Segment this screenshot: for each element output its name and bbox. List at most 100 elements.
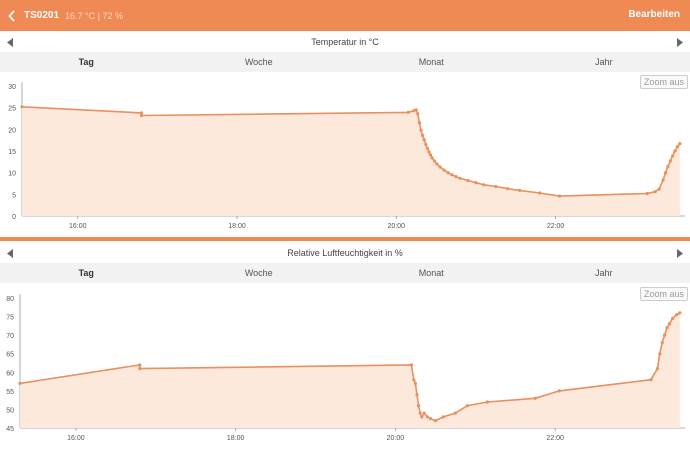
data-point[interactable] <box>533 396 537 400</box>
data-point[interactable] <box>415 393 419 397</box>
data-point[interactable] <box>406 110 410 114</box>
data-point[interactable] <box>417 121 421 125</box>
series-area <box>20 312 680 428</box>
data-point[interactable] <box>482 183 486 187</box>
data-point[interactable] <box>20 105 24 109</box>
data-point[interactable] <box>660 341 664 345</box>
data-point[interactable] <box>673 149 677 153</box>
data-point[interactable] <box>424 142 428 147</box>
zoom-out-button[interactable]: Zoom aus <box>639 287 688 301</box>
y-tick-label: 15 <box>8 149 16 156</box>
data-point[interactable] <box>409 363 413 367</box>
y-tick-label: 45 <box>6 426 14 433</box>
data-point[interactable] <box>416 112 420 116</box>
data-point[interactable] <box>671 316 675 320</box>
data-point[interactable] <box>412 109 416 113</box>
data-point[interactable] <box>518 188 522 192</box>
tab-tag[interactable]: Tag <box>78 57 94 67</box>
data-point[interactable] <box>417 404 421 408</box>
next-chart-button[interactable] <box>670 243 690 263</box>
humidity-chart[interactable]: 45 50 55 60 65 70 75 80 16:00 18:00 20:00 22:00 <box>0 287 690 451</box>
data-point[interactable] <box>665 326 669 330</box>
data-point[interactable] <box>663 333 667 337</box>
zoom-out-button[interactable]: Zoom aus <box>639 75 688 89</box>
data-point[interactable] <box>138 367 142 371</box>
data-point[interactable] <box>485 400 489 404</box>
tab-woche[interactable]: Woche <box>244 268 273 278</box>
data-point[interactable] <box>138 363 142 367</box>
data-point[interactable] <box>645 191 649 196</box>
data-point[interactable] <box>430 156 434 160</box>
data-point[interactable] <box>494 184 498 189</box>
data-point[interactable] <box>446 171 450 175</box>
data-point[interactable] <box>435 162 439 166</box>
tab-tag[interactable]: Tag <box>78 268 94 278</box>
data-point[interactable] <box>419 128 423 132</box>
data-point[interactable] <box>422 411 426 415</box>
data-point[interactable] <box>557 389 561 393</box>
data-point[interactable] <box>663 171 668 175</box>
data-point[interactable] <box>421 133 425 137</box>
series-area <box>22 106 680 216</box>
data-point[interactable] <box>506 187 510 191</box>
data-point[interactable] <box>441 415 445 419</box>
tab-jahr[interactable]: Jahr <box>594 268 613 278</box>
data-point[interactable] <box>427 150 431 154</box>
data-point[interactable] <box>666 165 670 169</box>
tab-monat[interactable]: Monat <box>418 57 444 67</box>
data-point[interactable] <box>678 311 682 315</box>
data-point[interactable] <box>418 411 422 415</box>
data-point[interactable] <box>454 175 458 179</box>
data-point[interactable] <box>538 191 542 195</box>
data-point[interactable] <box>671 154 675 158</box>
data-point[interactable] <box>658 352 662 356</box>
data-point[interactable] <box>414 108 418 112</box>
prev-chart-button[interactable] <box>0 32 20 52</box>
data-point[interactable] <box>649 378 653 382</box>
data-point[interactable] <box>139 113 144 118</box>
data-point[interactable] <box>466 178 470 183</box>
data-point[interactable] <box>678 142 682 146</box>
data-point[interactable] <box>465 404 469 408</box>
triangle-right-icon <box>677 248 683 258</box>
data-point[interactable] <box>653 190 657 194</box>
prev-chart-button[interactable] <box>0 243 20 263</box>
data-point[interactable] <box>422 138 426 142</box>
data-point[interactable] <box>667 322 672 326</box>
data-point[interactable] <box>18 381 22 385</box>
data-point[interactable] <box>661 178 665 182</box>
data-point[interactable] <box>657 187 661 191</box>
data-point[interactable] <box>655 367 660 371</box>
x-tick-label: 22:00 <box>546 435 564 442</box>
data-point[interactable] <box>432 159 437 163</box>
data-point[interactable] <box>433 419 437 423</box>
data-point[interactable] <box>139 111 144 115</box>
temperature-chart[interactable]: 0 5 10 15 20 25 30 16:00 18:00 20:00 22:00 <box>0 75 690 237</box>
data-point[interactable] <box>429 417 433 421</box>
data-point[interactable] <box>474 181 478 185</box>
data-point[interactable] <box>425 146 429 150</box>
data-point[interactable] <box>420 415 424 419</box>
y-tick-label: 55 <box>6 389 14 396</box>
data-point[interactable] <box>668 159 672 163</box>
data-point[interactable] <box>413 381 417 385</box>
data-point[interactable] <box>558 194 562 198</box>
next-chart-button[interactable] <box>670 32 690 52</box>
data-point[interactable] <box>450 173 454 177</box>
data-point[interactable] <box>412 378 416 382</box>
tab-jahr[interactable]: Jahr <box>594 57 613 67</box>
data-point[interactable] <box>453 411 457 415</box>
data-point[interactable] <box>442 168 446 172</box>
tab-monat[interactable]: Monat <box>418 268 444 278</box>
data-point[interactable] <box>428 153 433 157</box>
data-point[interactable] <box>438 165 442 169</box>
temperature-panel: Temperatur in °C Tag Woche Monat Jahr Zo… <box>0 31 690 237</box>
x-tick-label: 18:00 <box>227 435 245 442</box>
data-point[interactable] <box>675 145 680 149</box>
back-button[interactable] <box>0 0 24 31</box>
edit-button[interactable]: Bearbeiten <box>628 9 680 20</box>
data-point[interactable] <box>458 176 462 180</box>
data-point[interactable] <box>425 415 429 419</box>
data-point[interactable] <box>675 313 679 317</box>
tab-woche[interactable]: Woche <box>244 57 273 67</box>
